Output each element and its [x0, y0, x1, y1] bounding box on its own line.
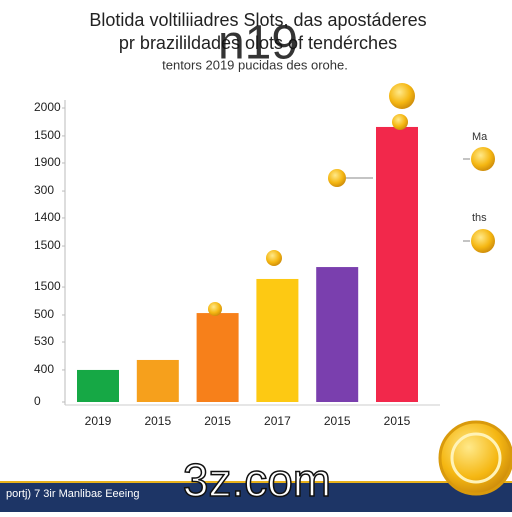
footer-text: portj) 7 3ir Manlibaɛ Eeeing	[6, 488, 139, 500]
side-label: Ma	[472, 131, 488, 143]
x-tick-label: 2017	[264, 414, 291, 428]
y-tick-label: 1500	[34, 238, 61, 252]
side-label: ths	[472, 212, 487, 224]
y-tick-label: 400	[34, 362, 54, 376]
bar	[136, 359, 179, 402]
y-tick-label: 530	[34, 334, 54, 348]
watermark: 3z.com	[183, 454, 331, 506]
x-tick-label: 2015	[204, 414, 231, 428]
bar	[77, 369, 119, 402]
y-tick-label: 300	[34, 183, 54, 197]
bar	[256, 278, 299, 402]
badge	[450, 432, 502, 484]
x-tick-label: 2015	[384, 414, 411, 428]
y-tick-label: 500	[34, 307, 54, 321]
bar	[376, 126, 418, 402]
coins	[208, 83, 495, 316]
y-tick-label: 1900	[34, 155, 61, 169]
bar	[316, 267, 359, 402]
x-tick-label: 2019	[85, 414, 112, 428]
x-tick-label: 2015	[324, 414, 351, 428]
y-tick-label: 0	[34, 394, 41, 408]
bar	[196, 313, 239, 402]
watermark: n19	[218, 17, 298, 70]
y-tick-label: 2000	[34, 100, 61, 114]
y-tick-label: 1500	[34, 128, 61, 142]
y-tick-label: 1400	[34, 210, 61, 224]
x-tick-label: 2015	[144, 414, 171, 428]
chart-subtitle: pr brazilildades olots of tendérches	[119, 33, 397, 53]
y-tick-label: 1500	[34, 279, 61, 293]
footer-bar	[0, 482, 512, 512]
chart-caption: tentors 2019 pucidas des orohe.	[162, 57, 348, 72]
chart-title: Blotida voltiliiadres Slots, das apostád…	[89, 10, 426, 30]
